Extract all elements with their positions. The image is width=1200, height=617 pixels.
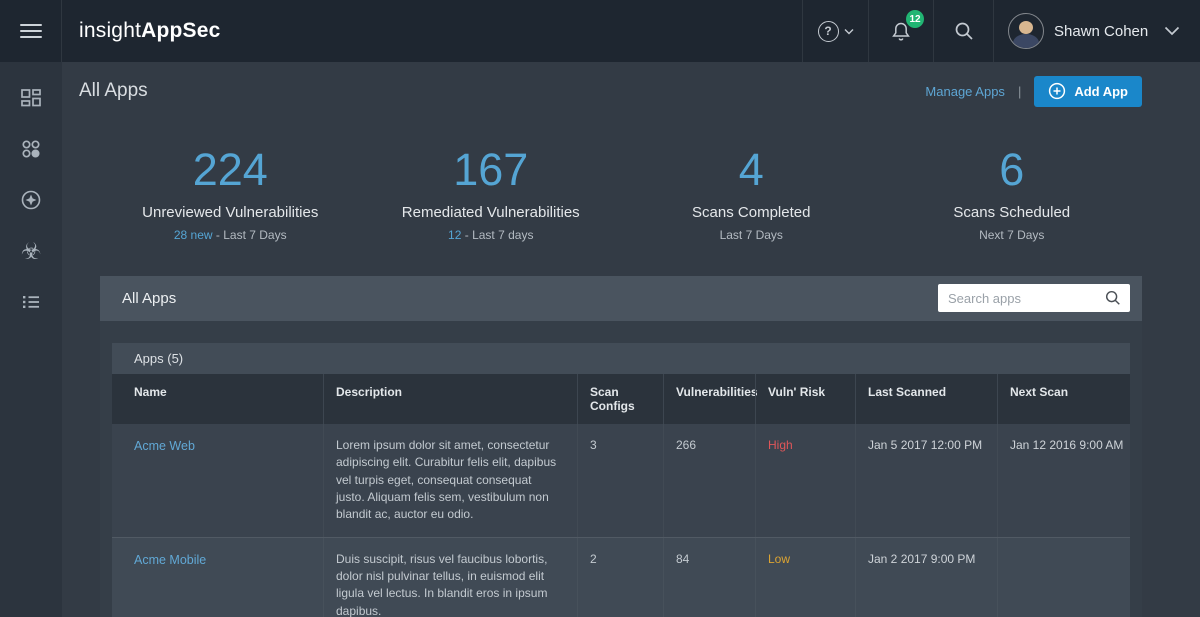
- table-row: Acme Web Lorem ipsum dolor sit amet, con…: [112, 423, 1130, 537]
- notifications-button[interactable]: 12: [868, 0, 933, 62]
- stat-label: Unreviewed Vulnerabilities: [142, 203, 319, 221]
- help-icon: ?: [817, 20, 839, 42]
- app-description: Duis suscipit, risus vel faucibus lobort…: [323, 537, 577, 617]
- logo-text-bold: AppSec: [141, 19, 221, 42]
- column-header-vulnerabilities[interactable]: Vulnerabilities: [663, 373, 758, 424]
- target-icon: [21, 190, 41, 210]
- search-icon: [955, 22, 973, 40]
- stat-label: Scans Completed: [692, 203, 811, 221]
- hamburger-menu-button[interactable]: [0, 0, 62, 62]
- app-scan-configs: 3: [577, 423, 663, 537]
- app-name-link[interactable]: Acme Web: [134, 438, 195, 453]
- stat-sub-rest: - Last 7 Days: [212, 227, 287, 242]
- user-avatar: [1008, 13, 1044, 49]
- help-menu-button[interactable]: ?: [802, 0, 868, 62]
- sidebar-item-apps[interactable]: [12, 136, 50, 162]
- stat-sub-rest: - Last 7 days: [461, 227, 534, 242]
- stat-sub-highlight: 28 new: [173, 227, 213, 242]
- app-last-scanned: Jan 5 2017 12:00 PM: [855, 423, 997, 537]
- stat-scans-scheduled: 6 Scans Scheduled Next 7 Days: [882, 144, 1143, 242]
- logo-text-light: insight: [79, 19, 142, 42]
- stat-sub-rest: Last 7 Days: [719, 227, 783, 242]
- app-vulnerabilities: 266: [663, 423, 755, 537]
- action-separator: |: [1017, 83, 1022, 99]
- manage-apps-link[interactable]: Manage Apps: [925, 83, 1005, 99]
- stat-value: 4: [738, 144, 764, 195]
- add-app-label: Add App: [1074, 83, 1128, 99]
- app-vuln-risk: High: [755, 423, 855, 537]
- chevron-down-icon: [844, 28, 853, 34]
- apps-table: Apps (5) Name Description Scan Configs V…: [100, 320, 1142, 617]
- hamburger-icon: [19, 20, 42, 42]
- page-header: All Apps Manage Apps | Add App: [62, 62, 1200, 120]
- column-header-name[interactable]: Name: [134, 384, 167, 399]
- search-icon[interactable]: [1104, 289, 1122, 307]
- column-header-next-scan[interactable]: Next Scan: [997, 373, 1130, 424]
- column-header-description[interactable]: Description: [323, 373, 577, 424]
- dashboard-icon: [21, 89, 41, 107]
- app-logo: insightAppSec: [62, 0, 802, 62]
- stat-sub-rest: Next 7 Days: [979, 227, 1045, 242]
- stat-unreviewed-vulnerabilities: 224 Unreviewed Vulnerabilities 28 new - …: [100, 144, 361, 242]
- stat-value: 224: [192, 144, 268, 195]
- table-header-row: Name Description Scan Configs Vulnerabil…: [112, 373, 1130, 424]
- sidebar-item-dashboard[interactable]: [12, 85, 50, 111]
- stat-remediated-vulnerabilities: 167 Remediated Vulnerabilities 12 - Last…: [361, 144, 622, 242]
- main-content: All Apps Manage Apps | Add App 224 Unrev…: [62, 62, 1200, 617]
- panel-header: All Apps: [100, 275, 1142, 321]
- app-vulnerabilities: 84: [663, 537, 755, 617]
- stat-label: Scans Scheduled: [953, 203, 1071, 221]
- list-icon: [23, 296, 39, 308]
- sidebar-item-scans[interactable]: ☣: [12, 238, 50, 264]
- app-next-scan: Jan 12 2016 9:00 AM: [997, 423, 1137, 537]
- app-last-scanned: Jan 2 2017 9:00 PM: [855, 537, 997, 617]
- table-title: Apps (5): [112, 342, 1130, 374]
- sidebar-item-vulnerabilities[interactable]: [12, 289, 50, 315]
- stat-sub-highlight: 12: [448, 227, 462, 242]
- column-header-scan-configs[interactable]: Scan Configs: [577, 373, 663, 424]
- global-search-button[interactable]: [933, 0, 993, 62]
- user-menu[interactable]: Shawn Cohen: [993, 0, 1200, 62]
- stat-value: 167: [453, 144, 529, 195]
- top-bar: insightAppSec ? 12 Shawn Cohen: [0, 0, 1200, 62]
- app-next-scan: [997, 537, 1130, 617]
- user-chevron-down-icon: [1164, 26, 1180, 36]
- all-apps-panel: All Apps Apps (5) Name Description Scan …: [100, 275, 1142, 617]
- bell-icon: [892, 22, 910, 41]
- apps-search-box: [938, 284, 1130, 313]
- app-vuln-risk: Low: [755, 537, 855, 617]
- stats-row: 224 Unreviewed Vulnerabilities 28 new - …: [100, 130, 1142, 242]
- app-name-link[interactable]: Acme Mobile: [134, 552, 207, 567]
- stat-value: 6: [999, 144, 1025, 195]
- sidebar-item-targets[interactable]: [12, 187, 50, 213]
- app-description: Lorem ipsum dolor sit amet, consectetur …: [323, 423, 577, 537]
- add-app-button[interactable]: Add App: [1034, 75, 1142, 107]
- stat-scans-completed: 4 Scans Completed Last 7 Days: [621, 144, 882, 242]
- biohazard-scan-icon: ☣: [20, 237, 42, 264]
- column-header-vuln-risk[interactable]: Vuln' Risk: [755, 373, 855, 424]
- page-title: All Apps: [79, 80, 148, 101]
- plus-circle-icon: [1049, 82, 1066, 100]
- apps-icon: [22, 140, 40, 158]
- stat-label: Remediated Vulnerabilities: [401, 203, 580, 221]
- table-row: Acme Mobile Duis suscipit, risus vel fau…: [112, 536, 1130, 617]
- panel-title: All Apps: [122, 289, 177, 307]
- notification-count-badge: 12: [906, 10, 924, 28]
- sidebar-nav: ☣: [0, 62, 62, 617]
- column-header-last-scanned[interactable]: Last Scanned: [855, 373, 997, 424]
- apps-search-input[interactable]: [948, 290, 1104, 306]
- app-scan-configs: 2: [577, 537, 663, 617]
- user-name: Shawn Cohen: [1054, 22, 1149, 40]
